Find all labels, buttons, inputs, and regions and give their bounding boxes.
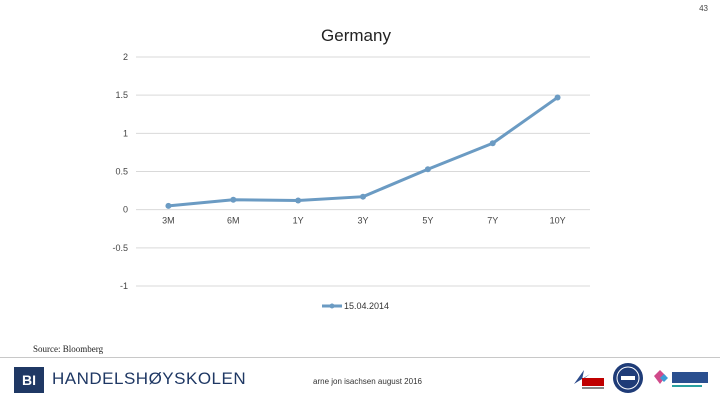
school-name: HANDELSHØYSKOLEN	[52, 369, 247, 388]
y-tick-label: 1	[123, 128, 128, 138]
data-point	[295, 197, 302, 204]
x-tick-label: 3Y	[357, 216, 368, 226]
data-point	[165, 202, 172, 209]
x-tick-label: 7Y	[487, 216, 498, 226]
equis-accreditation-logo	[574, 370, 604, 389]
y-tick-label: 0.5	[115, 167, 128, 177]
data-point	[424, 166, 431, 173]
data-point	[489, 140, 496, 147]
legend-swatch-marker	[329, 303, 335, 309]
x-tick-label: 1Y	[293, 216, 304, 226]
series-group	[165, 94, 561, 209]
x-tick-label: 5Y	[422, 216, 433, 226]
x-tick-label: 10Y	[550, 216, 566, 226]
data-point	[230, 196, 237, 203]
series-line	[168, 96, 559, 208]
line-chart: Germany 21.510.50-0.5-1 3M 6M 1Y 3Y 5Y 7Y 10Y …	[112, 26, 590, 311]
amba-accreditation-logo	[654, 370, 708, 387]
legend-label: 15.04.2014	[344, 301, 389, 311]
x-tick-label: 6M	[227, 216, 240, 226]
source-note: Source: Bloomberg	[33, 344, 104, 354]
x-tick-labels: 3M 6M 1Y 3Y 5Y 7Y 10Y	[162, 216, 565, 226]
gridlines	[136, 56, 590, 287]
y-tick-label: 1.5	[115, 90, 128, 100]
y-tick-label: -1	[120, 281, 128, 291]
y-tick-labels: 2 1.5 1 0.5 0 -0.5 -1	[112, 52, 128, 291]
y-tick-label: -0.5	[112, 243, 128, 253]
x-tick-label: 3M	[162, 216, 175, 226]
page-number: 43	[699, 4, 708, 13]
aacsb-accreditation-seal	[613, 363, 643, 393]
footer-divider	[0, 357, 720, 358]
bi-logo: BI	[14, 367, 44, 393]
author-note: arne jon isachsen august 2016	[313, 377, 422, 386]
y-tick-label: 2	[123, 52, 128, 62]
legend: 15.04.2014	[322, 301, 389, 311]
chart-title: Germany	[321, 26, 391, 45]
data-point	[554, 94, 561, 101]
y-tick-label: 0	[123, 205, 128, 215]
data-point	[360, 193, 366, 200]
